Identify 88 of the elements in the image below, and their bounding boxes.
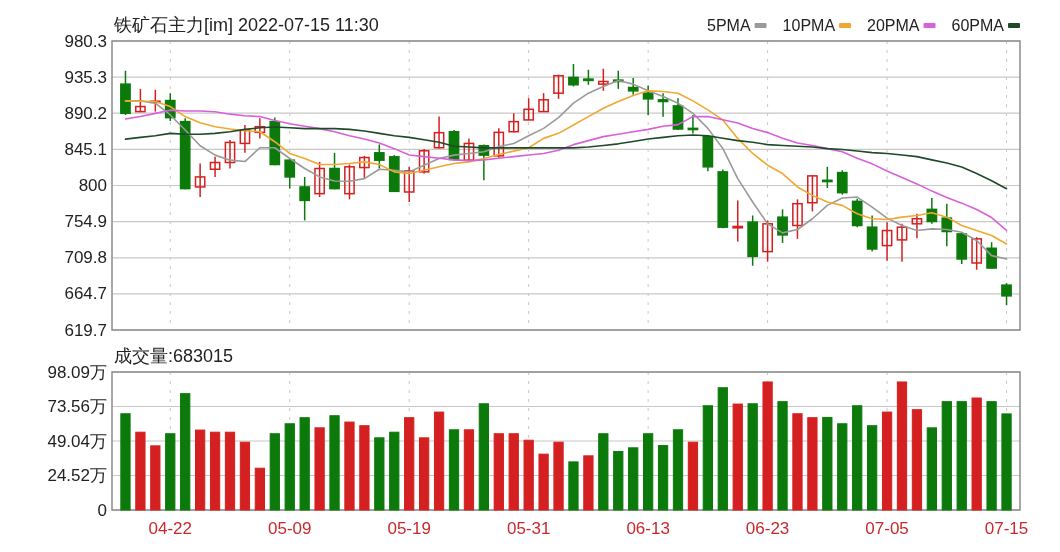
y-tick-label: 890.2 [64,103,107,123]
y-tick-label: 619.7 [64,320,107,340]
bar [777,401,788,511]
y-tick-label: 935.3 [64,67,107,87]
bar [374,437,385,511]
bar [314,427,325,511]
bar [538,453,549,511]
y-tick-label: 709.8 [64,248,107,268]
bar [284,423,295,511]
bar [224,431,236,511]
bar [613,450,624,511]
bar [359,425,370,511]
x-tick-label: 07-05 [865,519,909,538]
bar [926,427,937,511]
y-tick-label: 800 [78,176,107,195]
bar [837,423,848,511]
bar [822,416,833,511]
bar [762,381,773,511]
x-tick-label: 04-22 [148,519,193,538]
bar [881,411,893,511]
bar [583,455,594,511]
bar [643,433,654,511]
bar [120,413,131,511]
bar [135,431,146,511]
bar [956,401,967,511]
legend-label: 20PMA [867,17,920,34]
bar [269,433,280,511]
chart-title: 铁矿石主力[im] 2022-07-15 11:30 [113,15,379,35]
bar [941,401,952,511]
bar [344,421,355,511]
y-tick-label: 754.9 [64,212,107,232]
legend-label: 60PMA [951,17,1005,34]
y-tick-label: 980.3 [64,31,107,51]
bar [986,401,997,511]
bar [254,467,265,511]
bar [463,429,475,511]
y-tick-label: 73.56万 [47,397,107,417]
bar [747,403,758,511]
bar [657,445,669,511]
bar [852,405,863,511]
bar [1001,413,1012,511]
x-tick-label: 06-13 [626,519,670,538]
bar [807,417,818,511]
bar [672,429,684,511]
bar [867,425,878,511]
bar [896,381,908,511]
bar [717,387,728,511]
x-tick-label: 06-23 [745,519,790,538]
y-tick-label: 98.09万 [47,362,107,382]
bar [598,433,609,511]
x-tick-label: 05-19 [387,519,431,538]
y-tick-label: 49.04万 [47,431,107,451]
bar [478,403,489,511]
chart-title: 成交量:683015 [114,346,234,366]
bar [209,431,221,511]
x-tick-label: 05-31 [506,519,551,538]
bar [150,445,161,511]
bar [448,429,460,511]
bar [702,405,713,511]
legend-label: 5PMA [707,17,751,34]
bar [419,437,430,511]
x-tick-label: 05-09 [267,519,312,538]
bar [553,441,564,511]
bar [389,431,400,511]
legend-label: 10PMA [782,17,836,34]
y-tick-label: 664.7 [64,284,107,304]
bar [732,403,743,511]
bar [329,415,340,511]
bar [568,461,579,511]
bar [195,429,206,511]
bar [971,397,982,511]
bar [180,393,191,511]
bar [508,433,519,511]
bar [911,409,923,511]
bar [792,413,803,511]
bar [404,417,415,511]
bar [687,441,699,511]
bar [628,447,639,511]
bar [299,417,310,511]
y-tick-label: 0 [97,500,107,520]
x-tick-label: 07-15 [984,519,1029,538]
y-tick-label: 24.52万 [47,466,107,485]
bar [493,433,504,511]
bar [239,441,251,511]
y-tick-label: 845.1 [64,139,107,159]
bar [433,411,445,511]
bar [523,439,534,511]
bar [165,433,176,511]
